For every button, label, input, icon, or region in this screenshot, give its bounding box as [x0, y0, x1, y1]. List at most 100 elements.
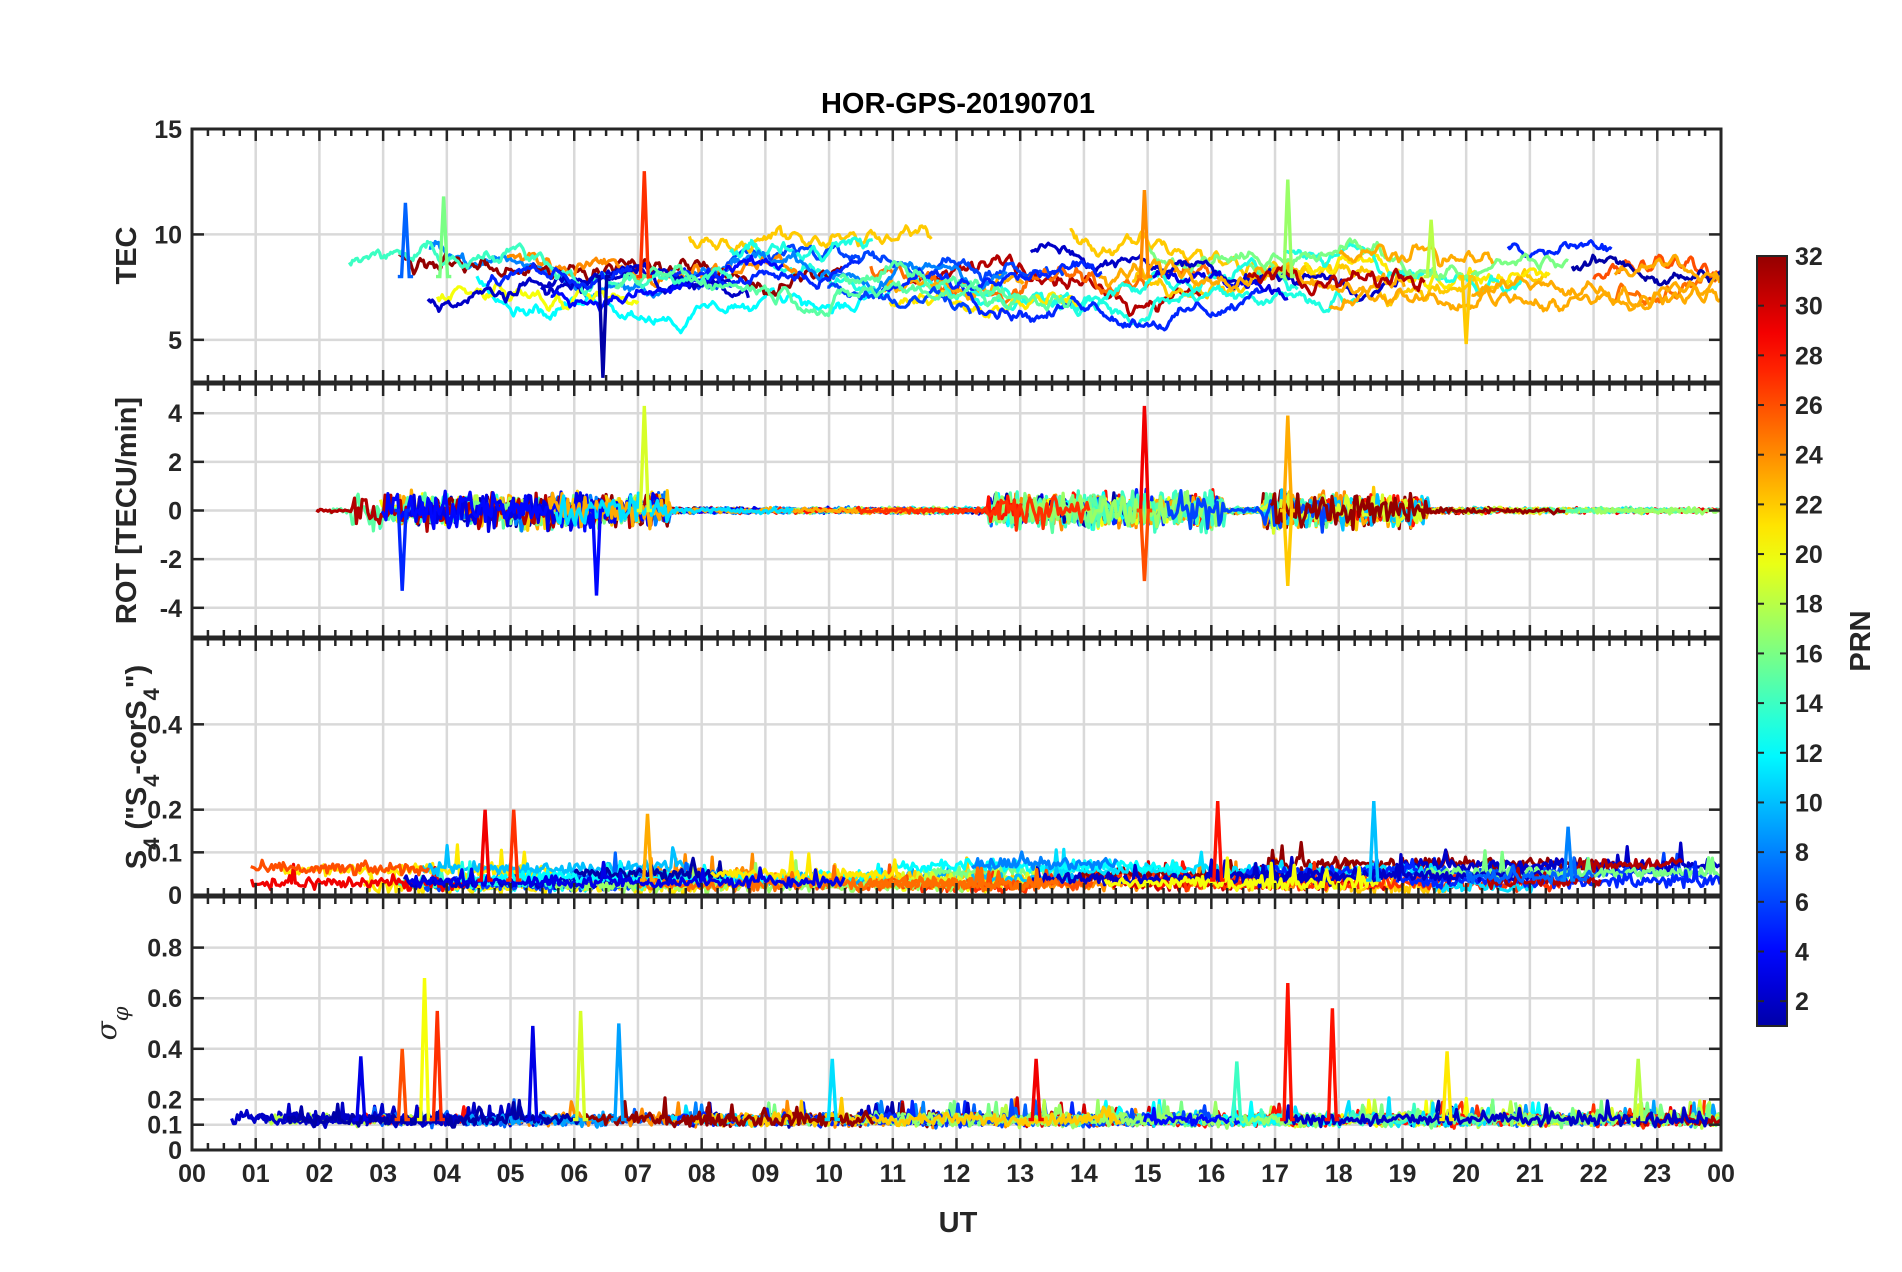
x-tick-label: 11	[880, 1160, 907, 1188]
spike-line	[397, 202, 414, 279]
x-tick-label: 05	[497, 1160, 525, 1188]
x-tick-label: 15	[1134, 1160, 1162, 1188]
spike-line	[636, 171, 652, 279]
series-line-prn-22	[693, 1096, 1122, 1128]
spike-line	[1280, 179, 1295, 279]
series-line-prn-21	[1303, 253, 1551, 290]
x-tick-label: 04	[433, 1160, 461, 1188]
x-tick-label: 06	[560, 1160, 588, 1188]
panel-frame	[190, 895, 1723, 1152]
panel-frame	[190, 127, 1723, 384]
colorbar-tick-label: 30	[1795, 293, 1823, 321]
colorbar-tick-label: 2	[1795, 988, 1809, 1016]
series-group	[347, 171, 1721, 378]
y-tick-label: 0	[168, 1137, 182, 1165]
x-tick-label: 03	[369, 1160, 397, 1188]
colorbar-tick-label: 22	[1795, 491, 1823, 519]
y-tick-label: 0.1	[147, 1112, 182, 1140]
spike-line	[595, 274, 611, 378]
spike-line	[1210, 801, 1225, 882]
series-line-prn-16	[1248, 237, 1569, 282]
chart-title: HOR-GPS-20190701	[821, 88, 1095, 120]
sigma-symbol: σ	[90, 1020, 123, 1040]
panel-sigma_phi: 00.10.2 0.4 0.6 0.8 σφ	[90, 895, 1723, 1165]
series-line-prn-26	[250, 858, 430, 877]
x-tick-label: 19	[1389, 1160, 1417, 1188]
spike-line	[1028, 1058, 1044, 1122]
x-tick-label: 16	[1197, 1160, 1225, 1188]
y-axis-label-s4: S4 ("S4-corS4")	[121, 665, 164, 869]
series-line-prn-5	[667, 258, 861, 290]
spike-line	[1280, 982, 1295, 1122]
spike-line	[1458, 274, 1474, 345]
series-line-prn-5	[1395, 860, 1721, 890]
spike-line	[429, 1010, 445, 1122]
series-line-prn-21	[710, 850, 904, 883]
colorbar-tick-label: 20	[1795, 541, 1823, 569]
colorbar-tick-label: 6	[1795, 889, 1809, 917]
x-tick-label: 22	[1580, 1160, 1608, 1188]
spike-line	[573, 1010, 589, 1122]
spike-line	[506, 809, 522, 882]
x-tick-label: 12	[943, 1160, 971, 1188]
series-line-prn-32	[583, 1096, 875, 1129]
spike-line	[436, 196, 452, 279]
series-group	[230, 977, 1721, 1130]
y-label-subscript: 4	[139, 837, 164, 850]
x-tick-label: 10	[815, 1160, 843, 1188]
y-tick-label: 15	[154, 116, 182, 144]
y-label-subscript: 4	[139, 774, 164, 787]
y-tick-label: 0.2	[147, 797, 182, 825]
spike-line	[1324, 1008, 1340, 1122]
spike-line	[639, 813, 656, 882]
series-line-prn-32	[1269, 491, 1566, 531]
colorbar-bar	[1756, 255, 1788, 1027]
spike-line	[1560, 826, 1576, 882]
y-tick-label: 10	[154, 221, 182, 249]
x-tick-label: 02	[306, 1160, 334, 1188]
x-tick-label: 14	[1070, 1160, 1098, 1188]
series-line-prn-22	[687, 224, 933, 254]
series-line-prn-23	[1471, 274, 1721, 311]
x-tick-label: 13	[1006, 1160, 1034, 1188]
x-tick-label: 00	[1707, 1160, 1735, 1188]
series-line-prn-17	[553, 859, 969, 895]
y-axis-label-tec: TEC	[111, 226, 143, 284]
series-line-prn-31	[1246, 265, 1426, 297]
y-label-subscript: 4	[139, 687, 164, 700]
x-tick-label: 17	[1261, 1160, 1289, 1188]
y-label-part: ("S	[121, 787, 153, 838]
y-tick-label: 5	[168, 327, 182, 355]
series-line-prn-15	[838, 259, 1073, 312]
series-group	[315, 405, 1721, 596]
series-line-prn-8	[970, 850, 1119, 871]
colorbar-tick-label: 32	[1795, 243, 1823, 271]
y-label-part: S	[121, 850, 153, 869]
x-tick-label: 07	[624, 1160, 652, 1188]
x-tick-label: 20	[1452, 1160, 1480, 1188]
y-tick-label: -4	[160, 595, 182, 623]
colorbar-label: PRN	[1845, 610, 1877, 671]
series-line-prn-2	[1283, 1099, 1709, 1129]
series-line-prn-5	[955, 259, 1103, 291]
spike-line	[1136, 508, 1153, 582]
series-group	[249, 801, 1721, 895]
series-line-prn-27	[857, 494, 1091, 532]
y-label-part: ")	[121, 665, 153, 688]
y-tick-label: 0.2	[147, 1086, 182, 1114]
spike-line	[477, 809, 493, 882]
series-line-prn-16	[1145, 244, 1298, 281]
colorbar-tick-label: 14	[1795, 690, 1823, 718]
colorbar-tick-label: 16	[1795, 640, 1823, 668]
series-line-prn-8	[729, 249, 1008, 294]
series-line-prn-31	[1576, 856, 1684, 873]
spike-line	[1280, 508, 1295, 586]
series-line-prn-25	[637, 864, 1060, 894]
y-tick-label: -2	[160, 546, 182, 574]
spike-line	[588, 508, 605, 596]
series-line-prn-15	[614, 263, 1023, 318]
y-tick-label: 0	[168, 498, 182, 526]
spike-line	[1229, 1061, 1244, 1122]
